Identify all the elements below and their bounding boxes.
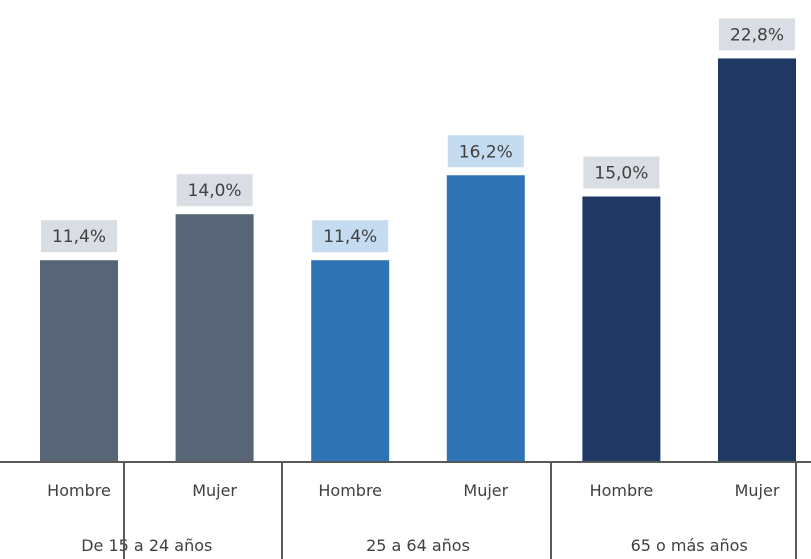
data-labels-layer: 11,4% 14,0% 11,4% 16,2% 15,0% 22,8% xyxy=(41,18,795,253)
bar-1-hombre xyxy=(40,260,118,462)
category-label: Hombre xyxy=(47,481,111,500)
data-label-box xyxy=(719,18,795,51)
data-label: 11,4% xyxy=(323,227,377,247)
data-label: 16,2% xyxy=(459,142,513,162)
category-label: Mujer xyxy=(192,481,237,500)
bar-3-hombre xyxy=(582,196,661,462)
data-label-box xyxy=(447,135,524,168)
category-axis: Hombre Mujer De 15 a 24 años Hombre Mujer 25 … xyxy=(0,461,811,559)
group-label: De 15 a 24 años xyxy=(81,536,212,555)
data-label-box xyxy=(312,220,389,253)
category-label: Hombre xyxy=(318,481,382,500)
group-label: 25 a 64 años xyxy=(366,536,470,555)
bar-3-mujer xyxy=(718,58,796,462)
group-label: 65 o más años xyxy=(631,536,748,555)
bar-2-mujer xyxy=(446,175,525,462)
category-label: Hombre xyxy=(590,481,654,500)
data-label: 11,4% xyxy=(52,227,106,247)
data-label: 14,0% xyxy=(188,181,242,201)
data-label: 22,8% xyxy=(730,25,784,45)
bars-layer xyxy=(40,58,796,462)
category-label: Mujer xyxy=(463,481,508,500)
data-label-box xyxy=(41,220,117,253)
bar-1-mujer xyxy=(175,214,254,462)
data-label-box xyxy=(176,174,253,207)
data-label-box xyxy=(583,156,660,189)
bar-2-hombre xyxy=(311,260,390,462)
data-label: 15,0% xyxy=(594,164,648,184)
category-label: Mujer xyxy=(735,481,780,500)
